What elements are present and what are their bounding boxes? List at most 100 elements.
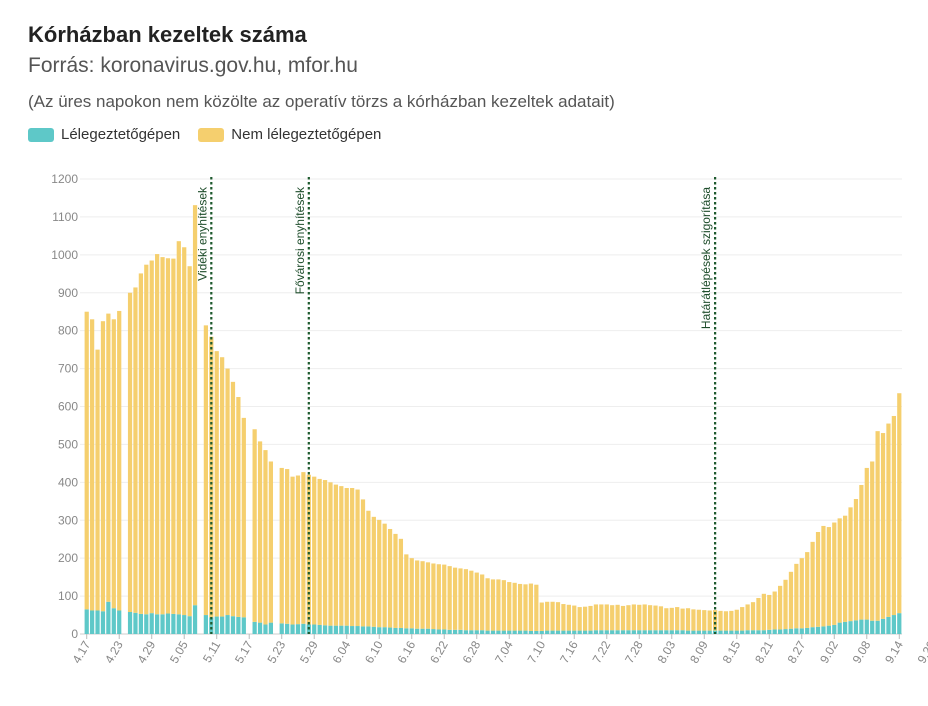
- bar-ventilated: [155, 614, 160, 634]
- bar-ventilated: [447, 629, 452, 634]
- bar-not-ventilated: [539, 602, 544, 631]
- bar-ventilated: [680, 630, 685, 634]
- bar-not-ventilated: [431, 563, 436, 630]
- bar-not-ventilated: [328, 482, 333, 626]
- bar-ventilated: [144, 614, 149, 634]
- bar-ventilated: [187, 616, 192, 634]
- y-tick-label: 200: [58, 551, 78, 565]
- bar-not-ventilated: [756, 597, 761, 631]
- bar-not-ventilated: [176, 241, 181, 615]
- bar-not-ventilated: [610, 605, 615, 631]
- bar-not-ventilated: [409, 558, 414, 629]
- bar-not-ventilated: [593, 604, 599, 631]
- bar-ventilated: [523, 630, 528, 634]
- bar-ventilated: [572, 630, 577, 634]
- bar-ventilated: [886, 616, 891, 634]
- bar-ventilated: [425, 628, 431, 634]
- annotation-label: Fővárosi enyhítések: [293, 186, 307, 294]
- bar-ventilated: [214, 616, 219, 634]
- x-tick-label: 8.21: [752, 638, 776, 666]
- bar-not-ventilated: [864, 467, 869, 620]
- bar-ventilated: [236, 616, 241, 634]
- bar-ventilated: [252, 621, 257, 634]
- bar-not-ventilated: [387, 528, 393, 628]
- bar-ventilated: [859, 619, 864, 634]
- bar-ventilated: [534, 630, 539, 634]
- bar-not-ventilated: [615, 604, 620, 631]
- bar-not-ventilated: [285, 469, 290, 624]
- bar-not-ventilated: [886, 423, 891, 617]
- bar-not-ventilated: [577, 607, 582, 631]
- bar-not-ventilated: [95, 349, 100, 611]
- bar-not-ventilated: [588, 605, 593, 631]
- bar-ventilated: [463, 630, 469, 634]
- x-tick-label: 5.05: [167, 638, 191, 666]
- bar-ventilated: [176, 614, 181, 634]
- bar-ventilated: [328, 625, 333, 634]
- bar-ventilated: [350, 626, 355, 634]
- bar-not-ventilated: [512, 582, 517, 631]
- bar-ventilated: [490, 630, 496, 634]
- y-tick-label: 0: [71, 627, 78, 641]
- bar-ventilated: [588, 630, 593, 634]
- bar-ventilated: [756, 630, 761, 634]
- bar-not-ventilated: [149, 260, 154, 614]
- x-tick-label: 8.15: [720, 638, 744, 666]
- bar-ventilated: [577, 630, 582, 634]
- bar-ventilated: [653, 630, 658, 634]
- bar-not-ventilated: [523, 584, 528, 631]
- bar-not-ventilated: [550, 601, 555, 631]
- bar-not-ventilated: [106, 313, 111, 602]
- bar-ventilated: [203, 615, 209, 634]
- bar-not-ventilated: [642, 604, 647, 631]
- bar-not-ventilated: [528, 583, 534, 631]
- bar-not-ventilated: [187, 266, 192, 617]
- bar-not-ventilated: [582, 606, 588, 631]
- bar-ventilated: [90, 610, 95, 634]
- bar-ventilated: [436, 629, 441, 634]
- bar-not-ventilated: [490, 579, 496, 631]
- y-tick-label: 700: [58, 362, 78, 376]
- bar-not-ventilated: [133, 287, 138, 613]
- x-tick-label: 9.02: [817, 638, 841, 666]
- bar-not-ventilated: [507, 582, 512, 631]
- bar-not-ventilated: [815, 532, 821, 627]
- bar-ventilated: [138, 613, 143, 634]
- bar-not-ventilated: [301, 472, 306, 624]
- bar-ventilated: [783, 629, 788, 634]
- bar-ventilated: [333, 625, 339, 634]
- bar-ventilated: [507, 630, 512, 634]
- bar-ventilated: [285, 623, 290, 634]
- bar-not-ventilated: [203, 325, 209, 616]
- bar-ventilated: [761, 630, 766, 634]
- annotation-label: Vidéki enyhítések: [195, 186, 209, 281]
- bar-not-ventilated: [252, 429, 257, 622]
- chart-note: (Az üres napokon nem közölte az operatív…: [28, 92, 615, 111]
- bar-not-ventilated: [371, 516, 376, 627]
- legend-item-not-ventilated[interactable]: Nem lélegeztetőgépen: [198, 126, 381, 143]
- bar-not-ventilated: [220, 357, 225, 617]
- bar-not-ventilated: [420, 561, 425, 629]
- bar-ventilated: [832, 624, 837, 634]
- bar-not-ventilated: [469, 570, 474, 631]
- bar-not-ventilated: [734, 609, 739, 631]
- bar-not-ventilated: [712, 610, 718, 631]
- x-tick-label: 6.10: [362, 638, 386, 666]
- bar-not-ventilated: [826, 527, 831, 626]
- legend-swatch-ventilated: [28, 127, 54, 142]
- bar-not-ventilated: [225, 368, 230, 616]
- bar-not-ventilated: [382, 523, 387, 628]
- y-tick-label: 600: [58, 400, 78, 414]
- x-tick-label: 5.29: [297, 638, 321, 666]
- bar-ventilated: [111, 608, 116, 634]
- bar-not-ventilated: [810, 541, 815, 628]
- bar-not-ventilated: [729, 610, 734, 631]
- legend-item-ventilated[interactable]: Lélegeztetőgépen: [28, 126, 180, 143]
- bar-ventilated: [301, 623, 306, 634]
- legend: Lélegeztetőgépen Nem lélegeztetőgépen: [28, 126, 399, 143]
- bar-ventilated: [279, 623, 284, 634]
- bar-ventilated: [658, 630, 664, 634]
- bar-ventilated: [599, 630, 604, 634]
- bar-not-ventilated: [165, 258, 171, 614]
